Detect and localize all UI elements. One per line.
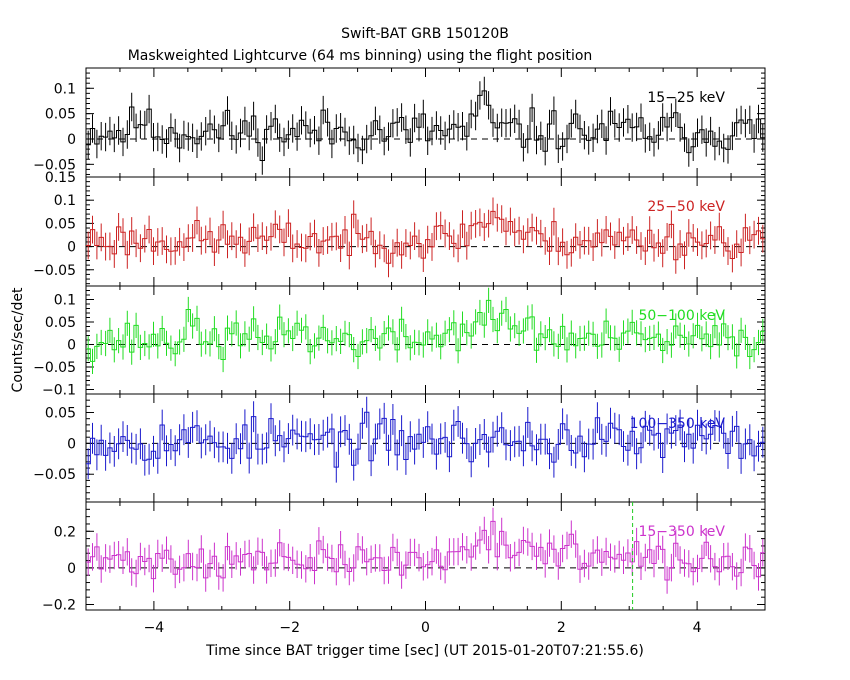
y-tick-label: −0.05 xyxy=(33,360,76,376)
y-tick-label: 0.05 xyxy=(45,315,76,331)
series-line xyxy=(86,210,765,264)
chart-subtitle: Maskweighted Lightcurve (64 ms binning) … xyxy=(128,48,593,64)
y-tick-label: 0 xyxy=(67,436,76,452)
series-line xyxy=(86,520,765,581)
panel-3: −0.1 −0.05 0 0.05 0.1 50−100 keV xyxy=(33,285,766,399)
panel-1: −0.05 0 0.05 0.1 15−25 keV xyxy=(33,67,766,178)
panel-5: −0.2 0 0.2 15−350 keV xyxy=(42,501,766,614)
series-line xyxy=(86,90,765,161)
band-label: 15−25 keV xyxy=(647,90,725,106)
x-tick-label: −4 xyxy=(144,620,165,636)
y-tick-label: 0.1 xyxy=(54,81,76,97)
x-tick-label: −2 xyxy=(279,620,300,636)
y-tick-label: 0.1 xyxy=(54,293,76,309)
panel-2: −0.05 0 0.05 0.1 0.15 25−50 keV xyxy=(33,170,766,287)
y-axis-label: Counts/sec/det xyxy=(10,287,26,392)
panels-group: −0.05 0 0.05 0.1 15−25 keV −0.05 0 0.05 0.1 0.15 2… xyxy=(33,67,766,636)
band-label: 25−50 keV xyxy=(647,199,725,215)
y-tick-label: 0.05 xyxy=(45,107,76,123)
y-tick-label: 0.05 xyxy=(45,216,76,232)
y-tick-label: 0 xyxy=(67,561,76,577)
band-label: 100−350 keV xyxy=(630,416,726,432)
y-tick-label: 0.15 xyxy=(45,170,76,186)
y-tick-label: −0.05 xyxy=(33,157,76,173)
y-tick-label: 0 xyxy=(67,338,76,354)
x-tick-label: 2 xyxy=(557,620,566,636)
x-tick-label: 4 xyxy=(693,620,702,636)
x-tick-label: 0 xyxy=(421,620,430,636)
chart-title: Swift-BAT GRB 150120B xyxy=(341,26,509,42)
y-tick-label: 0 xyxy=(67,240,76,256)
y-tick-label: −0.1 xyxy=(42,383,76,399)
x-axis-label: Time since BAT trigger time [sec] (UT 20… xyxy=(205,643,644,659)
series-line xyxy=(86,299,765,362)
y-tick-label: 0 xyxy=(67,132,76,148)
y-tick-label: −0.2 xyxy=(42,598,76,614)
band-label: 50−100 keV xyxy=(638,308,725,324)
band-label: 15−350 keV xyxy=(638,524,725,540)
y-tick-label: 0.2 xyxy=(54,524,76,540)
y-tick-label: −0.05 xyxy=(33,263,76,279)
panel-4: −0.05 0 0.05 100−350 keV xyxy=(33,393,766,503)
y-tick-label: −0.05 xyxy=(33,467,76,483)
y-tick-label: 0.05 xyxy=(45,406,76,422)
series-line xyxy=(86,411,765,468)
y-tick-label: 0.1 xyxy=(54,193,76,209)
error-bars xyxy=(87,287,764,374)
error-bars xyxy=(87,507,764,594)
